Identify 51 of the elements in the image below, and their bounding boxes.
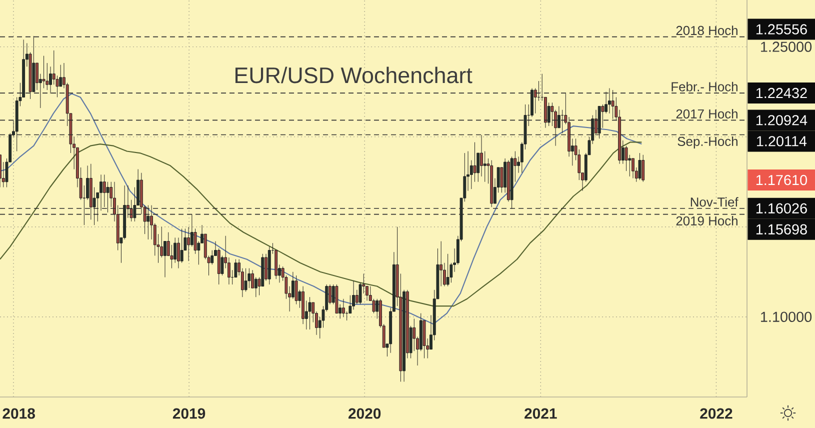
text: 1.25556 [756,24,807,34]
candlestick [611,90,614,120]
x-tick-label: 2020 [348,408,381,419]
candlestick [291,272,294,300]
candlestick [473,142,476,182]
candlestick [194,228,197,254]
candlestick [102,174,106,208]
y-tick-label: 1.10000 [761,312,812,322]
candlestick [578,149,581,180]
text: 1.16026 [756,203,807,214]
text: 1.15698 [756,224,807,234]
candlestick [248,268,251,288]
x-tick-label: 2021 [524,408,557,419]
candlestick [554,110,558,146]
candlestick [342,298,345,318]
candlestick [550,102,554,126]
candlestick [352,280,356,310]
candlestick [228,257,230,285]
candlestick [308,296,312,330]
candlestick [294,275,298,305]
ref-line-label: Sep.-Hoch [678,136,738,149]
candlestick [174,237,177,264]
candlestick [618,110,622,164]
candlestick [506,160,510,202]
candlestick [170,244,174,269]
ref-line-label: Nov-Tief [690,197,738,207]
x-tick-label: 2019 [172,408,206,419]
x-tick-label: 2022 [700,408,732,419]
candlestick [480,134,483,177]
candlestick [187,226,190,262]
ref-line-label: 2017 Hoch [676,108,738,118]
candlestick [46,62,49,90]
text: 1.20114 [756,136,807,146]
candlestick [412,318,416,352]
candlestick [52,50,56,85]
candlestick [483,150,486,182]
candlestick [268,246,271,285]
y-tick-label: 1.25000 [761,42,812,52]
ref-line-label: Febr.- Hoch [672,82,738,92]
candlestick [302,286,305,324]
text: 1.20924 [756,115,808,126]
text: 1.22432 [756,88,807,98]
text: EUR/USD Wochenchart [235,66,472,84]
candlestick [568,116,570,157]
candlestick [89,164,92,220]
ref-line-label: 2019 Hoch [676,216,738,226]
candlestick [130,200,133,222]
ref-line-label: 2018 Hoch [676,26,738,36]
candlestick [42,56,46,88]
x-tick-label: 2018 [2,408,35,419]
text: 1.17610 [756,174,807,186]
